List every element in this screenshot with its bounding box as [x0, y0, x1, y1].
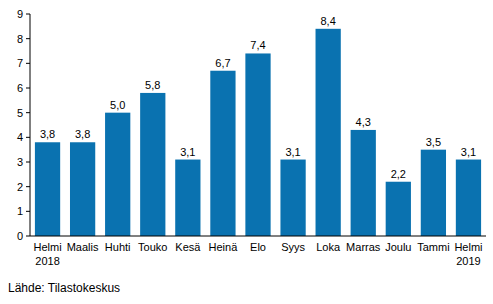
y-tick	[26, 38, 30, 39]
data-label: 8,4	[321, 15, 336, 27]
y-tick-label: 6	[17, 82, 23, 94]
x-tick-label: Loka	[316, 241, 341, 253]
x-tick-label: Elo	[250, 241, 266, 253]
x-tick-label: Helmi2018	[33, 241, 61, 267]
data-label: 3,8	[75, 128, 90, 140]
y-tick	[26, 137, 30, 138]
y-tick-label: 8	[17, 33, 23, 45]
bar	[351, 130, 376, 236]
bar	[386, 182, 411, 236]
bar	[35, 142, 60, 236]
x-tick-label: Marras	[346, 241, 381, 253]
x-tick-label: Syys	[281, 241, 305, 253]
bar	[70, 142, 95, 236]
bar	[421, 150, 446, 236]
bar	[210, 71, 235, 236]
y-tick-label: 3	[17, 156, 23, 168]
data-label: 3,1	[461, 146, 476, 158]
data-label: 5,8	[145, 79, 160, 91]
x-tick-label: Joulu	[385, 241, 411, 253]
y-tick	[26, 63, 30, 64]
y-tick-label: 4	[17, 131, 23, 143]
y-tick	[26, 88, 30, 89]
chart: 0 1 2 3 4 5 6 7 8 9 3,8 3,8 5,0 5,8 3,1 6,7 7,4 3,1 8,4 4,3…	[0, 0, 493, 304]
y-tick-label: 1	[17, 205, 23, 217]
bar	[140, 93, 165, 236]
data-label: 3,1	[180, 146, 195, 158]
y-tick	[26, 162, 30, 163]
x-tick-label: Maalis	[67, 241, 99, 253]
bar	[105, 113, 130, 236]
bar	[245, 53, 270, 236]
y-tick	[26, 186, 30, 187]
data-label: 3,1	[285, 146, 300, 158]
data-label: 4,3	[356, 116, 371, 128]
x-axis	[30, 236, 486, 237]
x-tick-label: Helmi2019	[454, 241, 482, 267]
y-tick-label: 0	[17, 230, 23, 242]
bar	[280, 160, 305, 236]
y-tick-label: 7	[17, 57, 23, 69]
bars	[35, 29, 481, 236]
y-tick-label: 5	[17, 107, 23, 119]
data-label: 7,4	[250, 39, 265, 51]
x-tick-label: Kesä	[175, 241, 201, 253]
source: Lähde: Tilastokeskus	[8, 281, 120, 295]
data-label: 5,0	[110, 99, 125, 111]
x-tick-label: Huhti	[105, 241, 131, 253]
x-tick-label: Heinä	[209, 241, 239, 253]
bar	[316, 29, 341, 236]
data-label: 6,7	[215, 57, 230, 69]
y-tick-label: 2	[17, 181, 23, 193]
x-tick-label: Touko	[138, 241, 167, 253]
y-tick-label: 9	[17, 8, 23, 20]
y-axis	[30, 14, 31, 236]
y-tick	[26, 236, 30, 237]
data-label: 3,8	[40, 128, 55, 140]
data-label: 2,2	[391, 168, 406, 180]
data-label: 3,5	[426, 136, 441, 148]
bar	[456, 160, 481, 236]
x-tick-label: Tammi	[417, 241, 449, 253]
y-tick	[26, 112, 30, 113]
bar	[175, 160, 200, 236]
y-tick	[26, 211, 30, 212]
y-tick	[26, 14, 30, 15]
